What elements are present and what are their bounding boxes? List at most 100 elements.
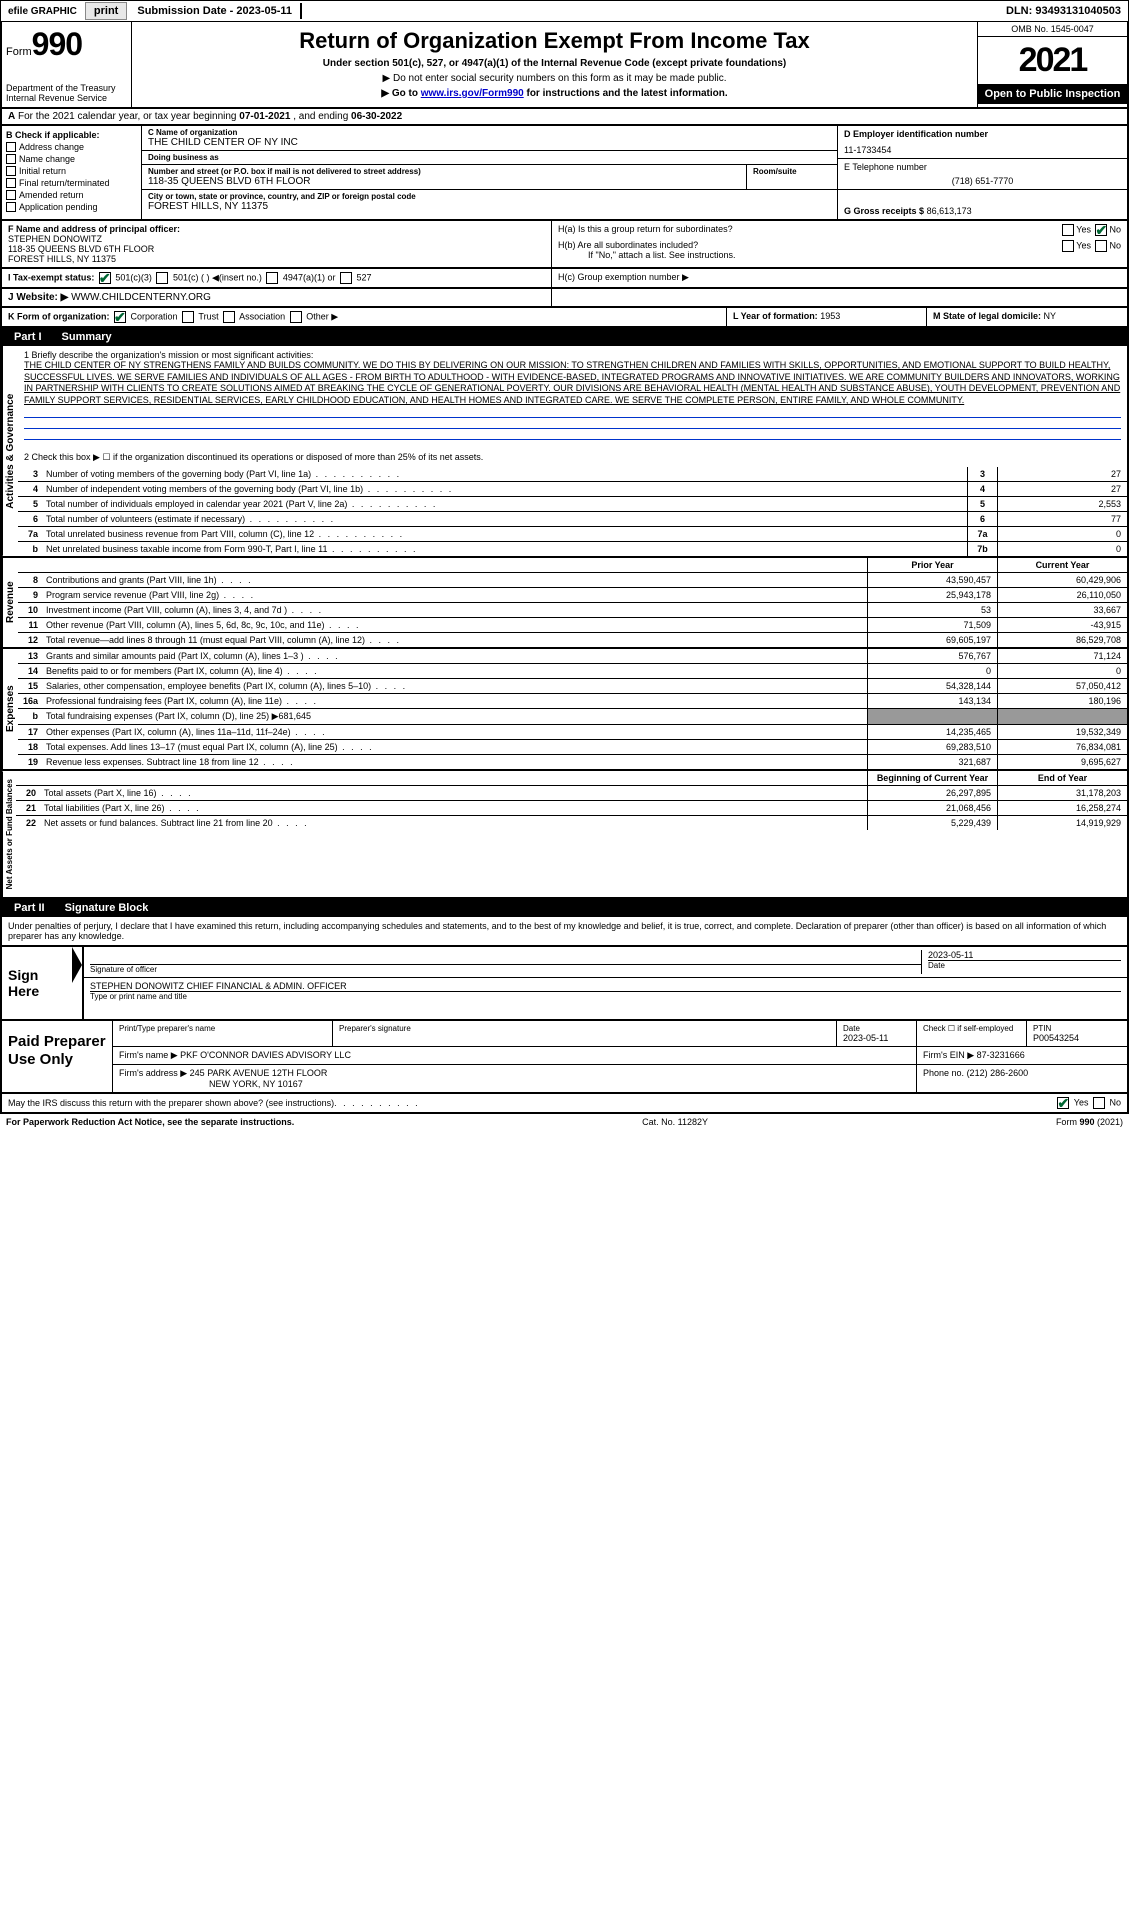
row-num: 22 <box>16 816 40 830</box>
checkbox-yes[interactable] <box>1062 240 1074 252</box>
revenue-row: 11 Other revenue (Part VIII, column (A),… <box>18 618 1127 633</box>
checkbox-corp[interactable] <box>114 311 126 323</box>
row-num: 12 <box>18 633 42 647</box>
footer-mid: Cat. No. 11282Y <box>294 1117 1056 1127</box>
check-label: Application pending <box>19 202 98 212</box>
gov-row: 5 Total number of individuals employed i… <box>18 497 1127 512</box>
row-nc: 6 <box>967 512 997 526</box>
row-desc: Revenue less expenses. Subtract line 18 … <box>42 755 867 769</box>
end-year-val: 16,258,274 <box>997 801 1127 815</box>
prep-name-label: Print/Type preparer's name <box>119 1024 326 1033</box>
check-name-change[interactable]: Name change <box>6 154 137 164</box>
goto-link[interactable]: www.irs.gov/Form990 <box>421 88 524 99</box>
current-year-val <box>997 709 1127 724</box>
prior-year-val: 71,509 <box>867 618 997 632</box>
goto-instructions: ▶ Go to www.irs.gov/Form990 for instruct… <box>138 88 971 99</box>
revenue-row: 8 Contributions and grants (Part VIII, l… <box>18 573 1127 588</box>
blank-line <box>24 430 1121 440</box>
section-a-mid: , and ending <box>293 111 351 122</box>
firm-addr-cell: Firm's address ▶ 245 PARK AVENUE 12TH FL… <box>113 1065 917 1092</box>
row-num: 3 <box>18 467 42 481</box>
row-desc: Salaries, other compensation, employee b… <box>42 679 867 693</box>
expenses-rows: 13 Grants and similar amounts paid (Part… <box>18 649 1127 769</box>
check-b-header: B Check if applicable: <box>6 130 137 140</box>
omb-number: OMB No. 1545-0047 <box>978 22 1127 37</box>
row-num: 14 <box>18 664 42 678</box>
check-final-return[interactable]: Final return/terminated <box>6 178 137 188</box>
checkbox-527[interactable] <box>340 272 352 284</box>
tax-year-begin: 07-01-2021 <box>239 111 290 122</box>
begin-year-header: Beginning of Current Year <box>867 771 997 785</box>
ein-value: 11-1733454 <box>844 145 1121 155</box>
officer-name-cell: STEPHEN DONOWITZ CHIEF FINANCIAL & ADMIN… <box>90 981 1121 1001</box>
addr-label: Number and street (or P.O. box if mail i… <box>148 167 740 176</box>
check-label: Address change <box>19 142 84 152</box>
check-application-pending[interactable]: Application pending <box>6 202 137 212</box>
city-cell: City or town, state or province, country… <box>142 190 837 214</box>
form-number: Form990 <box>6 26 127 63</box>
m-state: M State of legal domicile: NY <box>927 308 1127 326</box>
header-center: Return of Organization Exempt From Incom… <box>132 22 977 107</box>
row-desc: Number of independent voting members of … <box>42 482 967 496</box>
current-year-val: -43,915 <box>997 618 1127 632</box>
l-val: 1953 <box>820 311 840 321</box>
governance-rows: 1 Briefly describe the organization's mi… <box>18 346 1127 556</box>
prior-year-val: 53 <box>867 603 997 617</box>
prior-year-val: 143,134 <box>867 694 997 708</box>
k-assoc: Association <box>239 311 285 321</box>
expense-row: 15 Salaries, other compensation, employe… <box>18 679 1127 694</box>
expense-row: 19 Revenue less expenses. Subtract line … <box>18 755 1127 769</box>
checkbox-other[interactable] <box>290 311 302 323</box>
end-year-val: 31,178,203 <box>997 786 1127 800</box>
check-address-change[interactable]: Address change <box>6 142 137 152</box>
row-num: 13 <box>18 649 42 663</box>
checkbox-no[interactable] <box>1095 224 1107 236</box>
phone-cell: E Telephone number (718) 651-7770 <box>838 159 1127 190</box>
org-name: THE CHILD CENTER OF NY INC <box>148 137 831 148</box>
checkbox-no[interactable] <box>1095 240 1107 252</box>
net-row: 21 Total liabilities (Part X, line 26) 2… <box>16 801 1127 816</box>
m-label: M State of legal domicile: <box>933 311 1041 321</box>
checkbox-4947[interactable] <box>266 272 278 284</box>
gov-lines-container: 3 Number of voting members of the govern… <box>18 467 1127 556</box>
checkbox-501c3[interactable] <box>99 272 111 284</box>
row-desc: Total fundraising expenses (Part IX, col… <box>42 709 867 724</box>
prior-year-val: 0 <box>867 664 997 678</box>
row-desc: Total revenue—add lines 8 through 11 (mu… <box>42 633 867 647</box>
checkbox-icon <box>6 178 16 188</box>
checkbox-yes[interactable] <box>1057 1097 1069 1109</box>
checkbox-no[interactable] <box>1093 1097 1105 1109</box>
firm-phone-cell: Phone no. (212) 286-2600 <box>917 1065 1127 1092</box>
checkbox-trust[interactable] <box>182 311 194 323</box>
footer-right: Form 990 (2021) <box>1056 1117 1123 1127</box>
l-label: L Year of formation: <box>733 311 818 321</box>
dba-label: Doing business as <box>148 153 831 162</box>
current-year-header: Current Year <box>997 558 1127 572</box>
prior-year-val: 321,687 <box>867 755 997 769</box>
room-label: Room/suite <box>753 167 831 176</box>
row-desc: Number of voting members of the governin… <box>42 467 967 481</box>
part2-num: Part II <box>6 901 53 915</box>
print-button[interactable]: print <box>85 2 127 20</box>
preparer-label: Paid Preparer Use Only <box>2 1021 112 1092</box>
row-val: 27 <box>997 467 1127 481</box>
row-num: 17 <box>18 725 42 739</box>
org-name-cell: C Name of organization THE CHILD CENTER … <box>142 126 837 151</box>
mission-block: 1 Briefly describe the organization's mi… <box>18 346 1127 467</box>
checkbox-yes[interactable] <box>1062 224 1074 236</box>
form-header: Form990 Department of the Treasury Inter… <box>0 22 1129 109</box>
check-label: Initial return <box>19 166 66 176</box>
sig-row-2: STEPHEN DONOWITZ CHIEF FINANCIAL & ADMIN… <box>84 978 1127 1004</box>
current-year-val: 60,429,906 <box>997 573 1127 587</box>
form-subtitle: Under section 501(c), 527, or 4947(a)(1)… <box>138 58 971 69</box>
row-desc: Net unrelated business taxable income fr… <box>42 542 967 556</box>
checkbox-assoc[interactable] <box>223 311 235 323</box>
row-num: 5 <box>18 497 42 511</box>
check-amended-return[interactable]: Amended return <box>6 190 137 200</box>
checkbox-501c[interactable] <box>156 272 168 284</box>
part2-header: Part II Signature Block <box>0 899 1129 917</box>
net-row: 22 Net assets or fund balances. Subtract… <box>16 816 1127 830</box>
check-initial-return[interactable]: Initial return <box>6 166 137 176</box>
room-cell: Room/suite <box>747 165 837 189</box>
revenue-rows: Prior Year Current Year 8 Contributions … <box>18 558 1127 647</box>
